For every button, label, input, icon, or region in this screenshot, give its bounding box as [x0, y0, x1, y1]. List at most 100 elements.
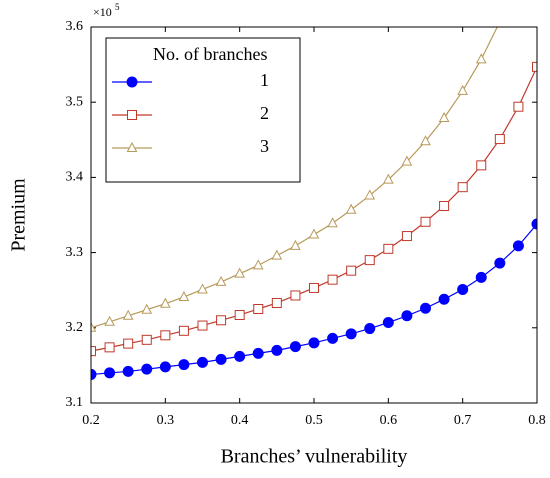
marker — [234, 350, 246, 362]
marker — [383, 243, 394, 254]
marker — [104, 367, 116, 379]
marker — [420, 135, 431, 146]
marker — [141, 334, 152, 345]
y-tick-label: 3.1 — [66, 395, 84, 410]
marker — [494, 257, 506, 269]
x-tick-label: 0.3 — [157, 413, 175, 428]
marker — [122, 309, 134, 320]
marker — [420, 302, 431, 314]
marker — [345, 203, 357, 214]
legend-box — [105, 37, 301, 183]
marker — [531, 218, 537, 230]
x-tick-label: 0.6 — [380, 413, 398, 428]
marker — [252, 259, 264, 270]
marker — [457, 182, 468, 193]
marker — [364, 189, 376, 200]
y-tick-label: 3.3 — [66, 245, 84, 260]
legend-title: No. of branches — [153, 44, 267, 64]
marker — [123, 338, 134, 349]
marker — [494, 134, 505, 145]
marker — [438, 111, 450, 122]
marker — [290, 239, 301, 250]
marker — [513, 101, 524, 112]
marker — [382, 317, 394, 329]
marker — [159, 361, 171, 373]
marker — [532, 61, 537, 72]
series-line — [91, 223, 537, 376]
y-axis-label: Premium — [8, 178, 30, 252]
y-multiplier: ×10 — [93, 5, 112, 19]
marker — [271, 344, 283, 356]
marker — [308, 337, 320, 349]
marker — [346, 265, 357, 276]
marker — [91, 321, 97, 332]
x-tick-label: 0.7 — [454, 413, 472, 428]
marker — [308, 228, 320, 239]
marker — [91, 368, 97, 380]
marker — [104, 315, 115, 326]
y-tick-label: 3.5 — [66, 94, 84, 109]
marker — [290, 290, 301, 301]
marker — [364, 323, 376, 335]
marker — [253, 304, 264, 314]
marker — [104, 342, 115, 353]
marker — [439, 200, 450, 211]
y-multiplier-exp: 5 — [115, 2, 120, 12]
marker — [178, 290, 190, 301]
marker — [122, 365, 134, 377]
x-tick-label: 0.4 — [231, 413, 249, 428]
plot-area — [91, 17, 537, 380]
marker — [178, 325, 189, 336]
legend-marker — [127, 110, 137, 120]
marker — [160, 330, 171, 341]
marker — [160, 297, 171, 308]
marker — [475, 271, 487, 283]
marker — [401, 155, 413, 166]
marker — [234, 310, 245, 321]
plot-frame — [90, 26, 538, 404]
legend-label: 1 — [260, 70, 269, 90]
marker — [289, 341, 301, 353]
marker — [234, 267, 245, 278]
legend-label: 3 — [260, 136, 269, 156]
marker — [271, 249, 283, 260]
marker — [475, 53, 487, 64]
marker — [91, 346, 96, 357]
x-tick-label: 0.5 — [305, 413, 323, 428]
marker — [401, 231, 412, 242]
marker — [438, 293, 450, 305]
marker — [457, 84, 468, 95]
y-tick-label: 3.6 — [66, 19, 84, 34]
legend-label: 2 — [260, 103, 269, 123]
marker — [197, 356, 208, 368]
marker — [512, 240, 524, 252]
marker — [309, 282, 319, 293]
marker — [420, 216, 431, 227]
marker — [197, 283, 208, 294]
marker — [327, 217, 338, 228]
marker — [327, 274, 338, 285]
x-tick-label: 0.8 — [528, 413, 546, 428]
y-tick-label: 3.2 — [66, 320, 84, 335]
marker — [495, 17, 504, 26]
marker — [215, 275, 227, 286]
marker — [345, 328, 357, 340]
marker — [327, 332, 339, 344]
y-tick-label: 3.4 — [66, 170, 84, 185]
marker — [252, 347, 264, 359]
legend-marker — [126, 141, 138, 152]
marker — [401, 310, 413, 322]
marker — [141, 303, 153, 314]
marker — [383, 173, 394, 184]
x-axis-label: Branches’ vulnerability — [221, 446, 408, 468]
marker — [364, 255, 375, 266]
legend-marker — [126, 76, 138, 88]
marker — [141, 363, 153, 375]
marker — [216, 315, 227, 326]
marker — [476, 160, 487, 171]
marker — [215, 353, 227, 365]
marker — [271, 297, 282, 308]
marker — [457, 283, 469, 295]
marker — [197, 320, 208, 331]
